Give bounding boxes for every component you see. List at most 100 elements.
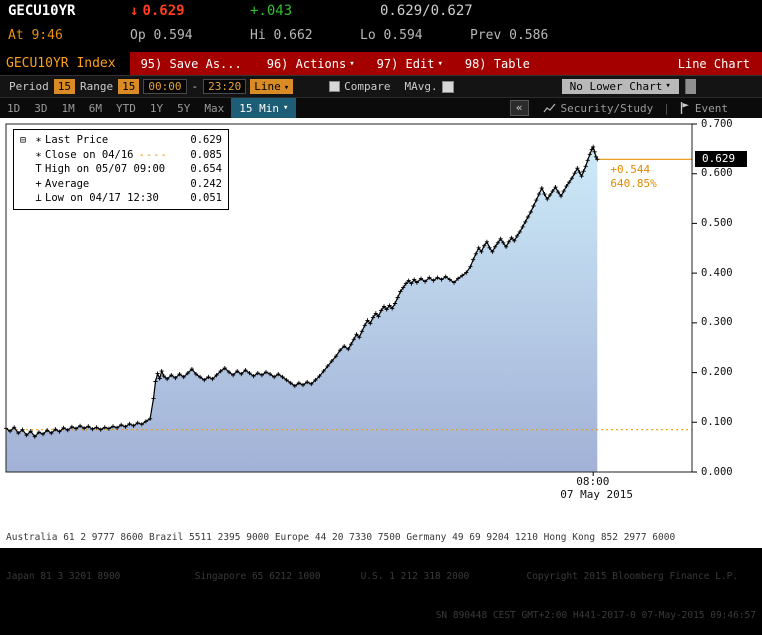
mavg-checkbox[interactable] xyxy=(441,80,454,93)
range-input[interactable]: 15 xyxy=(118,79,140,94)
down-arrow-icon: ↓ xyxy=(130,3,139,19)
legend-expander-icon[interactable]: ⊟ xyxy=(20,134,27,146)
study-chart-icon xyxy=(543,103,556,114)
open-price: Op 0.594 xyxy=(130,28,193,43)
tab-ytd[interactable]: YTD xyxy=(116,101,136,115)
chevron-down-icon: ▾ xyxy=(283,103,289,113)
price-change: +.043 xyxy=(250,3,293,19)
dashed-line-sample: ---- xyxy=(138,148,168,161)
terminal-footer: Australia 61 2 9777 8600 Brazil 5511 239… xyxy=(0,502,762,621)
period-label: Period xyxy=(9,80,49,93)
tab-6m[interactable]: 6M xyxy=(88,101,102,115)
tab-1y[interactable]: 1Y xyxy=(149,101,164,115)
change-pct: 640.85% xyxy=(610,177,657,191)
lower-chart-dropdown[interactable]: No Lower Chart ▾ xyxy=(561,79,679,94)
y-axis-label: 0.700 xyxy=(701,117,733,130)
legend-value: 0.085 xyxy=(190,148,222,161)
security-name-box: GECU10YR Index xyxy=(0,52,130,75)
compare-label: Compare xyxy=(344,80,391,93)
quote-bar: GECU10YR ↓ 0.629 +.043 0.629/0.627 At 9:4… xyxy=(0,0,762,52)
chart-type-dropdown[interactable]: Line ▾ xyxy=(250,79,294,94)
legend-label: Close on 04/16 xyxy=(45,148,134,161)
legend-value: 0.051 xyxy=(190,192,222,205)
as-of-time: At 9:46 xyxy=(8,28,63,43)
chart-area-fill xyxy=(6,146,598,472)
menu-table[interactable]: 98) Table xyxy=(464,56,530,71)
legend-label: Last Price xyxy=(45,134,109,147)
toolbar-scroll-handle[interactable] xyxy=(684,79,696,94)
menu-actions[interactable]: 96) Actions ▾ xyxy=(266,56,355,71)
range-label: Range xyxy=(80,80,114,93)
menu-save-as[interactable]: 95) Save As... xyxy=(140,56,242,71)
footer-phones-line1: Australia 61 2 9777 8600 Brazil 5511 239… xyxy=(6,532,676,543)
time-to-input[interactable]: 23:20 xyxy=(203,79,247,94)
last-price: ↓ 0.629 xyxy=(130,3,250,19)
chevron-down-icon: ▾ xyxy=(283,83,290,93)
menu-edit[interactable]: 97) Edit ▾ xyxy=(376,56,443,71)
high-marker-icon: T xyxy=(35,163,42,176)
legend-value: 0.242 xyxy=(190,177,222,190)
time-separator: - xyxy=(191,80,199,93)
event-button[interactable]: Event xyxy=(694,101,728,115)
change-annotation: +0.544 640.85% xyxy=(610,163,656,191)
y-axis-label: 0.200 xyxy=(701,366,733,379)
y-axis-label: 0.100 xyxy=(701,415,733,428)
low-marker-icon: ⊥ xyxy=(35,192,42,205)
chart-legend: ⊟ ∗ Last Price 0.629 ∗ Close on 04/16 --… xyxy=(13,129,229,210)
legend-label: Average xyxy=(45,177,90,190)
y-axis-label: 0.000 xyxy=(701,465,733,478)
legend-row-average[interactable]: + Average 0.242 xyxy=(20,177,222,192)
y-axis-label: 0.400 xyxy=(701,266,733,279)
tab-max[interactable]: Max xyxy=(204,101,225,115)
tab-1d[interactable]: 1D xyxy=(7,101,21,115)
last-price-value: 0.629 xyxy=(142,3,185,19)
mavg-label: MAvg. xyxy=(404,80,438,93)
function-name-label: Line Chart xyxy=(677,56,750,71)
x-axis-time-label: 08:00 xyxy=(576,475,610,488)
legend-row-low[interactable]: ⊥ Low on 04/17 12:30 0.051 xyxy=(20,191,222,206)
legend-row-last-price[interactable]: ⊟ ∗ Last Price 0.629 xyxy=(20,133,222,148)
menu-bar: GECU10YR Index 95) Save As... 96) Action… xyxy=(0,52,762,75)
bid-ask: 0.629/0.627 xyxy=(380,3,473,19)
high-price: Hi 0.662 xyxy=(250,28,313,43)
tab-5y[interactable]: 5Y xyxy=(177,101,191,115)
period-input[interactable]: 15 xyxy=(53,79,75,94)
asterisk-marker-icon: ∗ xyxy=(35,134,42,147)
ticker-symbol: GECU10YR xyxy=(8,3,76,19)
footer-phones-line2: Japan 81 3 3201 8900 Singapore 65 6212 1… xyxy=(6,571,739,582)
chart-toolbar: Period 15 Range 15 00:00 - 23:20 Line ▾ C… xyxy=(0,75,762,97)
legend-label: Low on 04/17 12:30 xyxy=(45,192,159,205)
time-from-input[interactable]: 00:00 xyxy=(143,79,187,94)
change-abs: +0.544 xyxy=(610,163,651,177)
legend-value: 0.654 xyxy=(190,163,222,176)
range-tab-bar: 1D 3D 1M 6M YTD 1Y 5Y Max 15 Min ▾ « Secu… xyxy=(0,97,762,118)
security-study-button[interactable]: Security/Study xyxy=(560,101,654,115)
collapse-button[interactable]: « xyxy=(509,100,529,116)
plot-border xyxy=(5,123,693,473)
chart-area: ⊟ ∗ Last Price 0.629 ∗ Close on 04/16 --… xyxy=(0,118,762,502)
x-axis-date-label: 07 May 2015 xyxy=(560,488,634,501)
low-price: Lo 0.594 xyxy=(360,28,423,43)
y-axis-label: 0.300 xyxy=(701,316,733,329)
last-price-axis-box: 0.629 xyxy=(695,151,747,168)
divider: | xyxy=(663,101,670,115)
y-axis-label: 0.500 xyxy=(701,216,733,229)
compare-checkbox[interactable] xyxy=(329,81,341,92)
legend-label: High on 05/07 09:00 xyxy=(45,163,166,176)
chevron-down-icon: ▾ xyxy=(665,81,671,91)
y-axis-ticks xyxy=(692,123,697,473)
asterisk-marker-icon: ∗ xyxy=(35,148,42,161)
prev-close: Prev 0.586 xyxy=(470,28,549,43)
chevron-down-icon: ▾ xyxy=(349,58,355,69)
legend-row-high[interactable]: T High on 05/07 09:00 0.654 xyxy=(20,162,222,177)
chevron-down-icon: ▾ xyxy=(437,58,443,69)
tab-15min-active[interactable]: 15 Min ▾ xyxy=(231,98,297,118)
tab-1m[interactable]: 1M xyxy=(61,101,75,115)
average-marker-icon: + xyxy=(35,177,42,190)
legend-row-close[interactable]: ∗ Close on 04/16 ---- 0.085 xyxy=(20,148,222,163)
legend-value: 0.629 xyxy=(190,134,222,147)
footer-session-info: SN 890448 CEST GMT+2:00 H441-2017-0 07-M… xyxy=(435,610,756,621)
chart-canvas[interactable] xyxy=(0,118,762,502)
tab-3d[interactable]: 3D xyxy=(34,101,48,115)
y-axis-label: 0.600 xyxy=(701,167,733,180)
